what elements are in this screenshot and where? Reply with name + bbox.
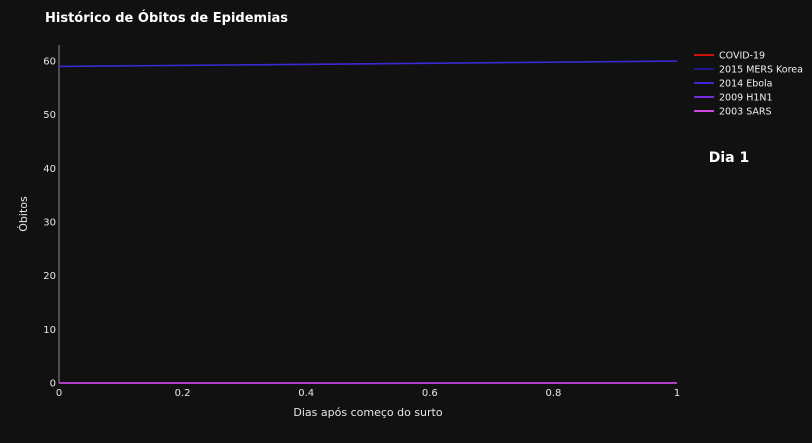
legend-label: 2014 Ebola	[719, 79, 773, 90]
chart-title: Histórico de Óbitos de Epidemias	[45, 10, 288, 26]
y-tick-label: 30	[43, 218, 56, 229]
series-line-3	[58, 60, 678, 68]
x-tick-label: 0	[56, 388, 62, 399]
x-tick-label: 0.8	[545, 388, 561, 399]
x-tick-label: 1	[674, 388, 680, 399]
y-axis-title: Óbitos	[17, 196, 30, 232]
legend-label: 2003 SARS	[719, 107, 772, 118]
y-tick-label: 50	[43, 110, 56, 121]
legend-label: 2015 MERS Korea	[719, 65, 803, 76]
x-tick-label: 0.6	[422, 388, 438, 399]
legend: COVID-19 2015 MERS Korea 2014 Ebola 2009 H1…	[694, 51, 803, 118]
y-tick-label: 60	[43, 57, 56, 68]
series-lines	[58, 60, 678, 384]
x-tick-label: 0.2	[175, 388, 191, 399]
x-axis-title: Dias após começo do surto	[293, 406, 442, 419]
x-tick-label: 0.4	[298, 388, 314, 399]
y-tick-label: 10	[43, 325, 56, 336]
y-tick-label: 20	[43, 271, 56, 282]
legend-label: 2009 H1N1	[719, 93, 773, 104]
y-tick-label: 40	[43, 164, 56, 175]
legend-label: COVID-19	[719, 51, 765, 62]
y-tick-label: 0	[50, 379, 56, 390]
day-annotation: Dia 1	[709, 150, 749, 166]
